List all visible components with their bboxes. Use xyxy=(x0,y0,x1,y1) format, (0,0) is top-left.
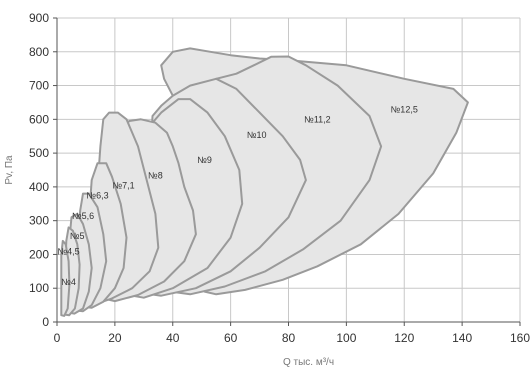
y-tick-label-1: 100 xyxy=(29,281,49,295)
y-tick-label-8: 800 xyxy=(29,45,49,59)
fan-series-areas xyxy=(60,47,469,317)
x-tick-label-0: 0 xyxy=(54,331,61,345)
y-tick-label-7: 700 xyxy=(29,79,49,93)
x-tick-label-5: 100 xyxy=(336,331,356,345)
series-label-10: №4 xyxy=(61,277,76,287)
series-label-4: №8 xyxy=(148,170,163,180)
x-tick-label-1: 20 xyxy=(108,331,122,345)
series-label-6: №6,3 xyxy=(86,191,108,201)
series-area-10 xyxy=(60,239,71,317)
x-tick-label-3: 60 xyxy=(224,331,238,345)
y-tick-label-9: 900 xyxy=(29,11,49,25)
x-tick-label-2: 40 xyxy=(166,331,180,345)
y-tick-label-5: 500 xyxy=(29,146,49,160)
x-tick-labels: 0 20 40 60 80 100 120 140 160 xyxy=(54,322,530,345)
y-tick-label-0: 0 xyxy=(42,315,49,329)
y-tick-label-6: 600 xyxy=(29,112,49,126)
x-tick-label-8: 160 xyxy=(510,331,530,345)
series-label-8: №5 xyxy=(70,231,85,241)
y-tick-label-2: 200 xyxy=(29,247,49,261)
series-label-2: №10 xyxy=(247,130,267,140)
series-label-9: №4,5 xyxy=(57,246,79,256)
y-tick-labels: 0 100 200 300 400 500 600 700 800 900 xyxy=(29,11,57,329)
series-label-7: №5,6 xyxy=(72,211,94,221)
x-tick-label-4: 80 xyxy=(282,331,296,345)
y-axis-label: Pv, Па xyxy=(4,155,15,185)
series-labels: №12,5 №11,2 №10 №9 №8 №7,1 №6,3 №5,6 №5 №4,5 №4 xyxy=(57,105,417,287)
series-label-1: №11,2 xyxy=(304,115,331,125)
series-label-0: №12,5 xyxy=(391,105,418,115)
y-tick-label-3: 300 xyxy=(29,214,49,228)
x-tick-label-7: 140 xyxy=(452,331,472,345)
y-tick-label-4: 400 xyxy=(29,180,49,194)
x-axis-label: Q тыс. м³/ч xyxy=(283,357,334,368)
series-label-5: №7,1 xyxy=(112,181,134,191)
series-label-3: №9 xyxy=(197,155,212,165)
x-tick-label-6: 120 xyxy=(394,331,414,345)
